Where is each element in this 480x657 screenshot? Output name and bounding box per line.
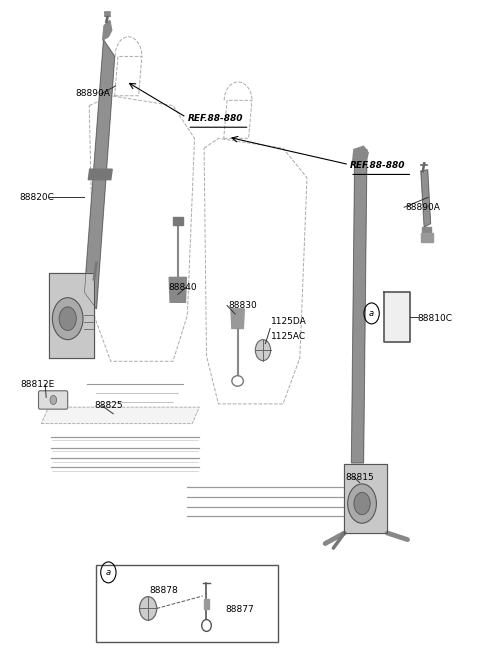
Polygon shape <box>352 147 368 164</box>
Text: 88825: 88825 <box>94 401 123 411</box>
Circle shape <box>348 484 376 523</box>
Polygon shape <box>88 170 112 179</box>
Text: 88830: 88830 <box>228 301 257 310</box>
Polygon shape <box>173 217 182 225</box>
Text: 1125AC: 1125AC <box>271 332 306 341</box>
Polygon shape <box>344 464 387 533</box>
Text: a: a <box>369 309 374 318</box>
Circle shape <box>52 298 83 340</box>
Text: 88890A: 88890A <box>405 203 440 212</box>
Text: 88820C: 88820C <box>20 193 55 202</box>
Text: 88890A: 88890A <box>75 89 110 99</box>
Polygon shape <box>84 40 115 309</box>
Text: 88810C: 88810C <box>417 314 452 323</box>
Polygon shape <box>103 20 112 40</box>
Polygon shape <box>421 233 433 242</box>
Polygon shape <box>231 309 244 328</box>
Text: 88878: 88878 <box>149 586 178 595</box>
Text: 88815: 88815 <box>345 473 374 482</box>
Bar <box>96 564 278 642</box>
Polygon shape <box>105 12 110 15</box>
Text: 1125DA: 1125DA <box>271 317 307 327</box>
Polygon shape <box>204 599 209 609</box>
Circle shape <box>140 597 157 620</box>
Circle shape <box>59 307 76 330</box>
Polygon shape <box>422 227 432 233</box>
Polygon shape <box>41 407 199 424</box>
Polygon shape <box>384 292 410 342</box>
Polygon shape <box>351 150 367 463</box>
Circle shape <box>354 492 370 514</box>
Text: 88877: 88877 <box>226 604 254 614</box>
FancyBboxPatch shape <box>38 391 68 409</box>
Circle shape <box>50 396 57 405</box>
Text: a: a <box>106 568 111 577</box>
Polygon shape <box>421 170 431 227</box>
Text: 88840: 88840 <box>168 283 197 292</box>
Circle shape <box>255 340 271 361</box>
Text: 88812E: 88812E <box>21 380 55 389</box>
Text: REF.88-880: REF.88-880 <box>350 162 406 170</box>
Polygon shape <box>48 273 94 358</box>
Polygon shape <box>169 277 186 302</box>
Text: REF.88-880: REF.88-880 <box>187 114 243 124</box>
